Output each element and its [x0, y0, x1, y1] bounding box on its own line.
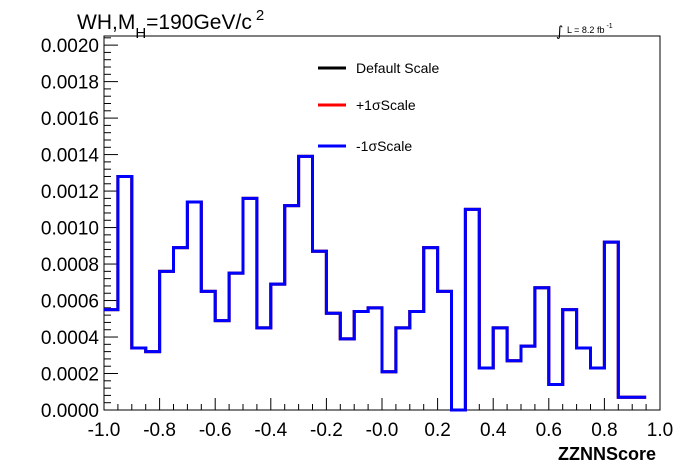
y-tick-label: 0.0008: [41, 255, 99, 276]
lumi-label: L = 8.2 fb -1: [567, 23, 613, 35]
legend: Default Scale +1σScale -1σScale: [318, 60, 439, 154]
histogram-lines: [104, 154, 647, 412]
series-line-2: [104, 154, 647, 412]
lumi-superscript: -1: [606, 23, 612, 30]
y-tick-label: 0.0012: [41, 182, 99, 203]
x-axis-label: ZZNNScore: [558, 444, 656, 464]
y-tick-label: 0.0002: [41, 365, 99, 386]
x-tick-label: 0.8: [591, 420, 617, 441]
y-tick-label: 0.0020: [41, 36, 99, 57]
x-tick-label: 0.2: [424, 420, 450, 441]
title-subscript: H: [135, 25, 146, 42]
title-superscript: 2: [256, 7, 264, 24]
chart-title: WH,MH=190GeV/c 2: [77, 7, 264, 42]
x-tick-label: -0.2: [310, 420, 343, 441]
x-tick-label: 0.4: [480, 420, 507, 441]
y-tick-label: 0.0000: [41, 401, 99, 422]
x-tick-label: -1.0: [88, 420, 121, 441]
title-main: =190GeV/c: [146, 11, 252, 34]
y-tick-label: 0.0010: [41, 219, 99, 240]
y-tick-label: 0.0006: [41, 292, 99, 313]
x-tick-label: 1.0: [647, 420, 673, 441]
x-tick-label: 0.6: [536, 420, 562, 441]
y-tick-label: 0.0004: [41, 328, 100, 349]
title-prefix: WH,M: [77, 11, 135, 34]
lumi-text: L = 8.2 fb: [567, 25, 604, 35]
x-tick-label: -0.6: [199, 420, 232, 441]
lumi-integral-icon: ∫: [556, 24, 563, 40]
x-tick-label: -0.0: [366, 420, 399, 441]
legend-entry-label: +1σScale: [356, 97, 416, 113]
legend-entry-label: Default Scale: [356, 60, 439, 76]
legend-entry-label: -1σScale: [356, 138, 412, 154]
y-tick-label: 0.0016: [41, 109, 99, 130]
x-tick-label: -0.8: [143, 420, 176, 441]
y-axis: 0.0000 0.0002 0.0004 0.0006 0.0008 0.0010 0.00…: [41, 36, 118, 422]
y-tick-label: 0.0018: [41, 73, 99, 94]
x-tick-label: -0.4: [254, 420, 287, 441]
y-tick-label: 0.0014: [41, 146, 100, 167]
x-axis: -1.0 -0.8 -0.6 -0.4 -0.2 -0.0 0.2 0.4 0.6 0.8 1.0: [88, 398, 673, 441]
